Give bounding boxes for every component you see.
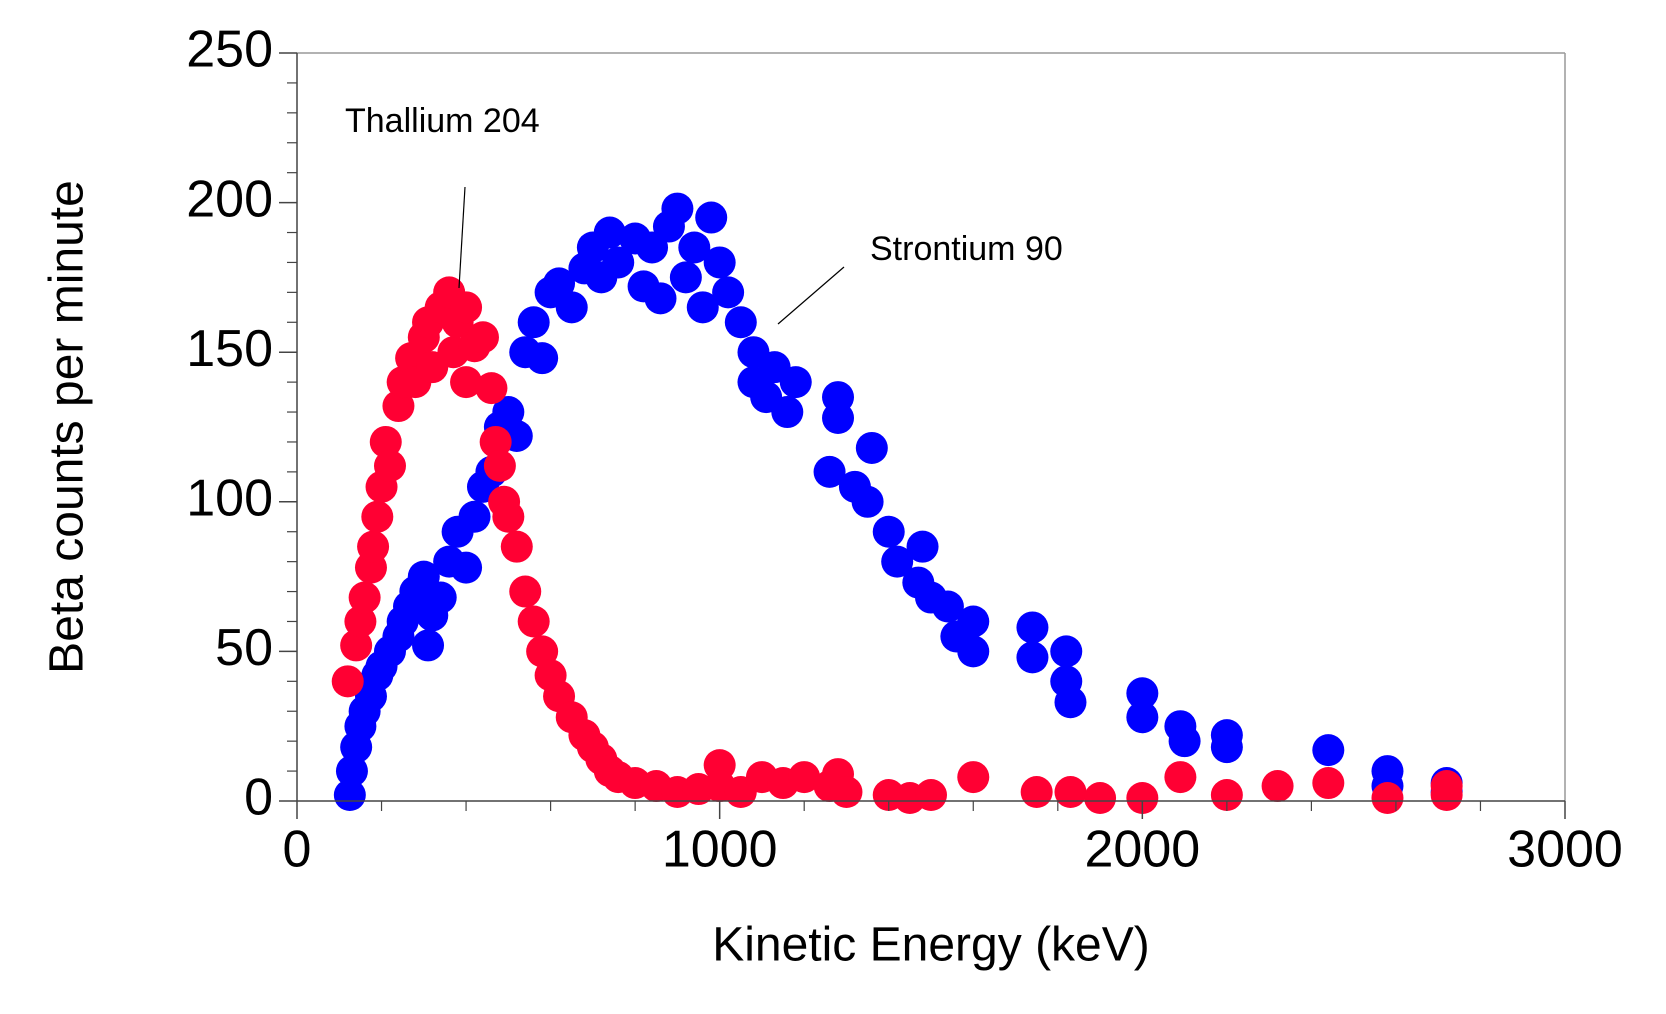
point [517, 605, 550, 638]
point [348, 581, 381, 614]
point [724, 306, 757, 339]
point [779, 366, 812, 399]
point [712, 276, 745, 309]
point [373, 449, 406, 482]
point [466, 321, 499, 354]
point [1210, 731, 1243, 764]
series-annotation: Strontium 90 [870, 230, 1063, 268]
point [678, 231, 711, 264]
annotation-leader [458, 186, 466, 289]
point [855, 431, 888, 464]
point [475, 372, 508, 405]
x-tick-label: 3000 [1507, 821, 1623, 879]
point [361, 500, 394, 533]
point [1054, 686, 1087, 719]
point [450, 366, 483, 399]
point [424, 581, 457, 614]
point [1164, 761, 1197, 794]
point [1016, 641, 1049, 674]
y-tick-label: 200 [186, 170, 273, 228]
point [509, 575, 542, 608]
point [695, 201, 728, 234]
point [543, 267, 576, 300]
x-tick-label: 0 [283, 821, 312, 879]
point [644, 282, 677, 315]
point [931, 590, 964, 623]
point [382, 390, 415, 423]
point [1430, 779, 1463, 812]
x-axis-title: Kinetic Energy (keV) [712, 919, 1150, 972]
point [957, 605, 990, 638]
y-tick-label: 150 [186, 320, 273, 378]
series-annotation: Thallium 204 [345, 102, 540, 140]
point [822, 381, 855, 414]
annotation-leader [777, 266, 845, 325]
point [483, 449, 516, 482]
point [771, 396, 804, 429]
point [957, 761, 990, 794]
point [813, 455, 846, 488]
point [340, 629, 373, 662]
point [1084, 782, 1117, 815]
point [450, 551, 483, 584]
point [669, 261, 702, 294]
point [881, 545, 914, 578]
y-axis-title: Beta counts per minute [41, 180, 94, 674]
point [344, 605, 377, 638]
points [331, 192, 1463, 815]
point [1126, 701, 1159, 734]
point [1050, 635, 1083, 668]
point [555, 291, 588, 324]
point [872, 515, 905, 548]
x-tick-label: 2000 [1084, 821, 1200, 879]
point [1020, 776, 1053, 809]
point [412, 629, 445, 662]
point [357, 530, 390, 563]
point [602, 246, 635, 279]
point [1126, 677, 1159, 710]
x-tick-label: 1000 [662, 821, 778, 879]
point [915, 779, 947, 812]
point [703, 246, 736, 279]
point [1016, 611, 1049, 644]
point [369, 425, 402, 458]
point [517, 306, 550, 339]
y-tick-label: 250 [186, 21, 273, 79]
point [788, 761, 821, 794]
point [458, 500, 491, 533]
point [1312, 734, 1345, 767]
point [1168, 725, 1201, 758]
point [593, 216, 626, 249]
point [1261, 770, 1294, 803]
point [1210, 779, 1243, 812]
point [851, 485, 884, 518]
point [661, 192, 694, 225]
point [492, 500, 525, 533]
point [333, 779, 366, 812]
y-tick-label: 100 [186, 470, 273, 528]
point [830, 776, 863, 809]
axes: 0 1000 2000 3000 0 50 100 150 200 250 [186, 21, 1623, 879]
y-tick-label: 50 [215, 619, 273, 677]
point [331, 665, 364, 698]
point [1312, 767, 1345, 800]
plot-frame [297, 52, 1566, 801]
point [906, 530, 939, 563]
point [500, 530, 533, 563]
point [957, 635, 990, 668]
point [1371, 782, 1404, 815]
point [450, 291, 483, 324]
point [1054, 776, 1087, 809]
y-tick-label: 0 [244, 769, 273, 827]
point [335, 755, 368, 788]
point [1126, 782, 1159, 815]
point [479, 425, 512, 458]
point [686, 291, 719, 324]
point [526, 342, 559, 375]
